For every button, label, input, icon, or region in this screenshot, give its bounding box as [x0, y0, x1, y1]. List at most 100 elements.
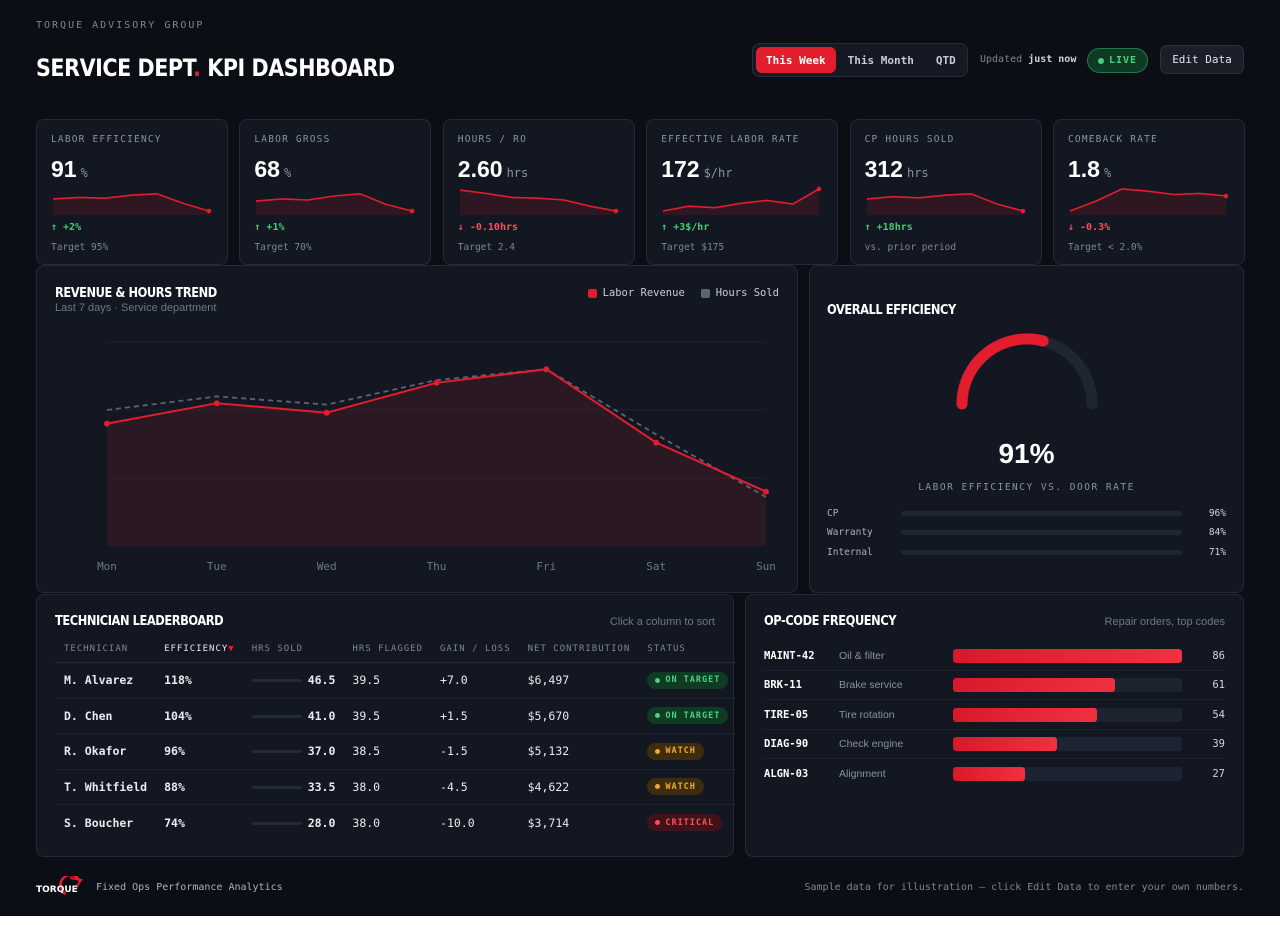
- opcode-row[interactable]: TIRE-05 Tire rotation 54: [764, 701, 1225, 730]
- hrs-sold-value: 33.5: [307, 779, 336, 794]
- trend-legend: Labor Revenue Hours Sold: [587, 287, 779, 299]
- period-this-month-button[interactable]: This Month: [847, 53, 914, 67]
- hrs-flagged-cell: 39.5: [343, 662, 432, 699]
- status-badge: WATCH: [647, 742, 704, 760]
- opcode-bar-track: [953, 649, 1182, 663]
- revenue-point[interactable]: [433, 379, 440, 386]
- status-cell: WATCH: [638, 769, 737, 805]
- kpi-number: 312: [864, 156, 903, 182]
- col-gain-loss[interactable]: GAIN / LOSS: [431, 637, 519, 663]
- status-label: CRITICAL: [665, 817, 715, 828]
- sparkline-line: [459, 189, 616, 212]
- opcode-count: 54: [1212, 708, 1225, 721]
- revenue-point[interactable]: [763, 488, 769, 495]
- opcode-row[interactable]: MAINT-42 Oil & filter 86: [764, 642, 1225, 671]
- hrs-sold-cell: 28.0: [243, 805, 344, 841]
- col-status[interactable]: STATUS: [638, 637, 737, 663]
- sparkline-area: [459, 190, 616, 215]
- status-badge: WATCH: [647, 778, 704, 796]
- sparkline-line: [866, 192, 1023, 212]
- revenue-point[interactable]: [104, 420, 110, 427]
- leaderboard-table: TECHNICIAN EFFICIENCY▼ HRS SOLD HRS FLAG…: [55, 637, 737, 841]
- kpi-value: 2.60 hrs: [458, 156, 528, 183]
- kpi-number: 91: [51, 156, 77, 182]
- table-row[interactable]: D. Chen 104% 41.0 39.5 +1.5 $5,670 ON TARGET: [55, 698, 737, 734]
- x-tick-label: Mon: [97, 560, 117, 573]
- revenue-point[interactable]: [213, 400, 220, 407]
- revenue-area: [107, 369, 766, 546]
- opcode-description: Brake service: [839, 679, 903, 692]
- x-tick-label: Sun: [756, 560, 776, 573]
- efficiency-row-track: [901, 530, 1182, 535]
- technician-name: S. Boucher: [64, 815, 134, 830]
- table-row[interactable]: M. Alvarez 118% 46.5 39.5 +7.0 $6,497 ON TARGE…: [55, 662, 737, 699]
- sparkline-end-dot: [206, 208, 212, 214]
- kpi-delta: ↑ +18hrs: [864, 222, 913, 233]
- trend-title: REVENUE & HOURS TREND: [55, 286, 217, 301]
- kpi-target: Target 70%: [254, 242, 312, 253]
- efficiency-row-fill: [901, 549, 1101, 555]
- table-row[interactable]: S. Boucher 74% 28.0 38.0 -10.0 $3,714 CRITICAL: [55, 805, 736, 841]
- opcode-code: ALGN-03: [764, 767, 809, 780]
- leaderboard-panel: TECHNICIAN LEADERBOARD Click a column to…: [36, 594, 737, 857]
- kpi-target: Target < 2.0%: [1068, 242, 1143, 253]
- kpi-card: LABOR GROSS 68% ↑ +1% Target 70%: [239, 119, 432, 265]
- status-badge: ON TARGET: [647, 671, 729, 689]
- opcode-bar-fill: [953, 649, 1182, 663]
- title-dot: .: [193, 54, 201, 82]
- sparkline-end-dot: [410, 208, 415, 214]
- status-cell: WATCH: [638, 733, 737, 770]
- opcode-bar-fill: [953, 766, 1025, 781]
- opcode-bar-track: [953, 736, 1182, 751]
- edit-data-button[interactable]: Edit Data: [1160, 45, 1244, 74]
- title-rest: KPI DASHBOARD: [200, 54, 395, 82]
- efficiency-row-pct: 96%: [1208, 507, 1226, 519]
- status-cell: ON TARGET: [638, 662, 737, 699]
- col-net-contribution[interactable]: NET CONTRIBUTION: [518, 637, 639, 663]
- opcode-bar-track: [953, 678, 1182, 693]
- opcode-bar-track: [953, 707, 1182, 722]
- revenue-point[interactable]: [543, 366, 550, 373]
- efficiency-row-pct: 84%: [1208, 527, 1226, 538]
- trend-panel: REVENUE & HOURS TREND Last 7 days · Serv…: [36, 265, 798, 593]
- hrs-sold-value: 41.0: [307, 708, 336, 723]
- opcode-row[interactable]: BRK-11 Brake service 61: [764, 671, 1225, 701]
- table-row[interactable]: R. Okafor 96% 37.0 38.5 -1.5 $5,132 WATCH: [55, 733, 737, 770]
- period-this-week-button[interactable]: This Week: [756, 47, 836, 73]
- sparkline-end-dot: [1223, 193, 1229, 199]
- opcode-code: BRK-11: [764, 679, 802, 692]
- opcode-row[interactable]: ALGN-03 Alignment 27: [764, 759, 1225, 788]
- kpi-unit: $/hr: [703, 166, 733, 180]
- kpi-unit: %: [1103, 166, 1112, 180]
- opcode-count: 61: [1212, 679, 1225, 692]
- kpi-delta: ↑ +3$/hr: [661, 222, 710, 233]
- legend-item-hours-sold: Hours Sold: [700, 287, 779, 299]
- kpi-delta: ↑ +1%: [254, 222, 285, 233]
- efficiency-gauge: [956, 333, 1098, 410]
- period-qtd-button[interactable]: QTD: [935, 53, 956, 67]
- status-label: ON TARGET: [665, 710, 721, 721]
- gain-loss-cell: +1.5: [431, 698, 519, 734]
- revenue-point[interactable]: [323, 409, 330, 416]
- revenue-point[interactable]: [653, 439, 660, 446]
- legend-swatch-revenue: [587, 288, 597, 298]
- efficiency-row-label: Internal: [827, 546, 873, 558]
- kpi-sparkline: [52, 192, 212, 215]
- col-hrs-sold[interactable]: HRS SOLD: [242, 637, 344, 663]
- kpi-number: 172: [661, 156, 700, 182]
- efficiency-cell: 88%: [155, 769, 243, 805]
- x-tick-label: Sat: [646, 560, 666, 573]
- efficiency-row-track: [901, 510, 1182, 516]
- col-technician[interactable]: TECHNICIAN: [55, 637, 156, 663]
- col-hrs-flagged[interactable]: HRS FLAGGED: [343, 637, 432, 663]
- kpi-sparkline: [866, 192, 1025, 215]
- opcode-row[interactable]: DIAG-90 Check engine 39: [764, 730, 1225, 759]
- table-row[interactable]: T. Whitfield 88% 33.5 38.0 -4.5 $4,622 WATCH: [55, 769, 737, 805]
- efficiency-row-label: Warranty: [827, 527, 873, 538]
- kpi-number: 1.8: [1068, 156, 1100, 182]
- sparkline-end-dot: [1020, 208, 1025, 214]
- sparkline-line: [1069, 188, 1227, 212]
- legend-label-hours: Hours Sold: [715, 287, 779, 299]
- hrs-sold-value: 37.0: [307, 744, 336, 759]
- col-efficiency[interactable]: EFFICIENCY▼: [155, 637, 243, 663]
